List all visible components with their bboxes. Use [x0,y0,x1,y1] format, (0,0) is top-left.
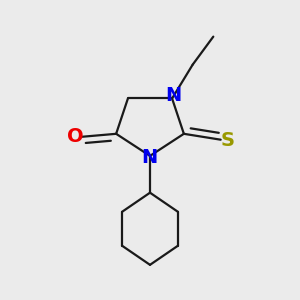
Text: S: S [220,131,234,150]
Text: O: O [68,127,84,146]
Text: N: N [141,148,158,167]
Text: N: N [165,86,182,105]
